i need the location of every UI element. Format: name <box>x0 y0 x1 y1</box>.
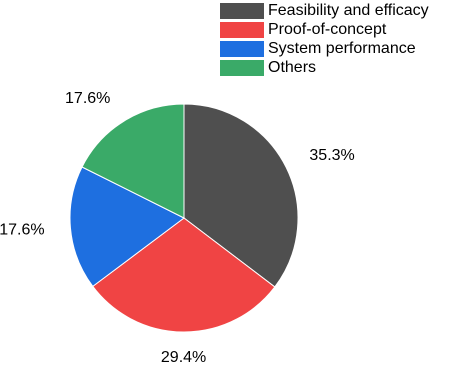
legend-label-1: Feasibility and efficacy <box>268 2 429 19</box>
pie-slice-2 <box>92 217 276 333</box>
pie-slices <box>69 103 299 333</box>
pie-slice-4 <box>81 103 185 219</box>
legend-item-4: Others <box>220 59 316 76</box>
legend-swatch-2 <box>220 22 264 38</box>
legend: Feasibility and efficacy Proof-of-concept… <box>220 2 429 76</box>
pie-value-label-2: 29.4% <box>161 349 206 366</box>
legend-label-4: Others <box>268 59 316 76</box>
legend-label-3: System performance <box>268 40 416 57</box>
legend-swatch-3 <box>220 41 264 57</box>
legend-item-3: System performance <box>220 40 416 57</box>
pie-slice-1 <box>183 103 299 288</box>
pie-slice-3 <box>69 166 185 288</box>
pie-value-label-1: 35.3% <box>309 147 354 164</box>
legend-swatch-1 <box>220 3 264 19</box>
legend-item-2: Proof-of-concept <box>220 21 387 38</box>
legend-swatch-4 <box>220 60 264 76</box>
pie-value-label-4: 17.6% <box>65 90 110 107</box>
legend-item-1: Feasibility and efficacy <box>220 2 429 19</box>
legend-label-2: Proof-of-concept <box>268 21 387 38</box>
pie-value-label-3: 17.6% <box>0 222 45 239</box>
pie-value-labels: 35.3% 29.4% 17.6% 17.6% <box>0 90 355 366</box>
